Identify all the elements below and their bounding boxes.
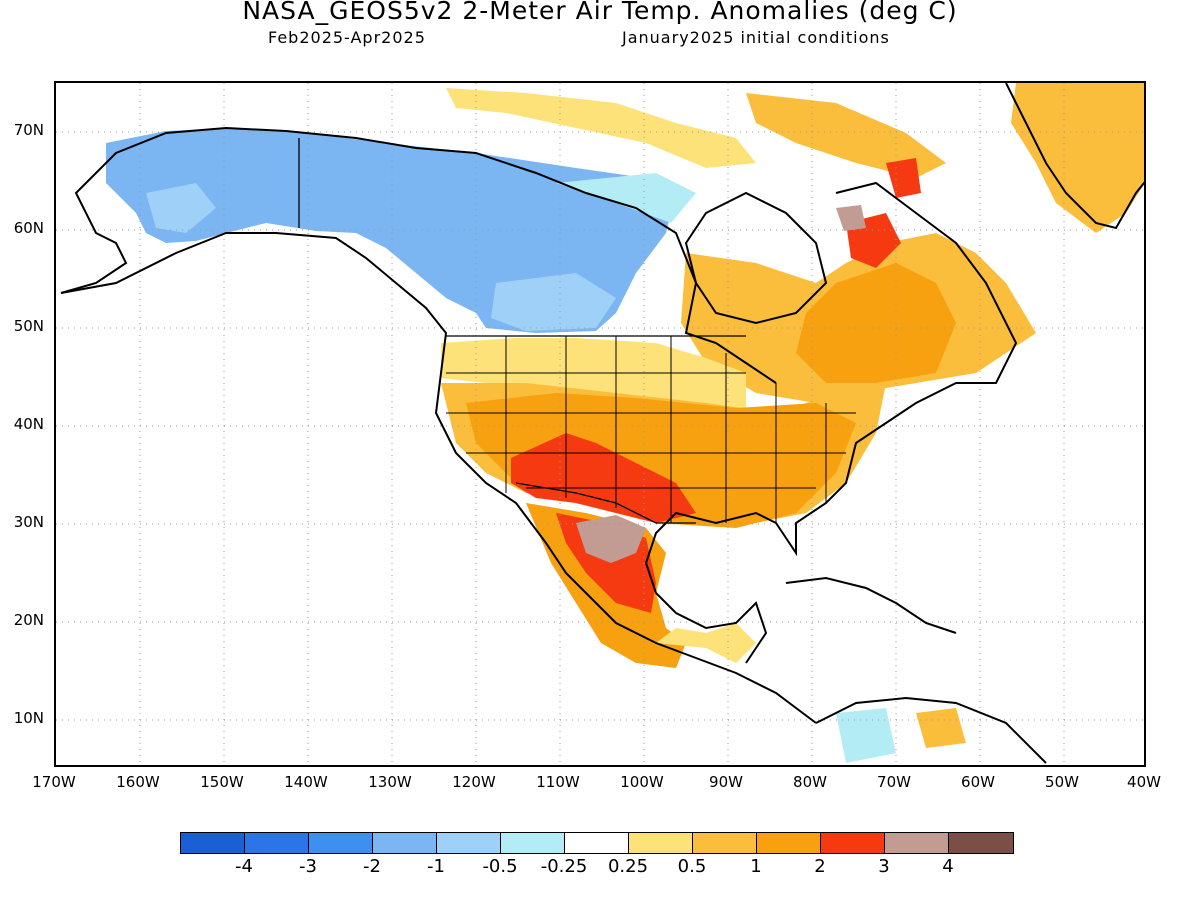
extreme-core-ungava: [836, 205, 866, 231]
cold-region-south-america: [836, 708, 896, 763]
colorbar-label: -0.5: [482, 856, 518, 877]
lon-label-100w: 100W: [620, 773, 664, 791]
state-lines: [446, 336, 856, 523]
colorbar-swatch: [693, 833, 757, 853]
map-panel: [54, 81, 1146, 767]
lon-label-50w: 50W: [1045, 773, 1079, 791]
colorbar: [180, 832, 1014, 854]
colorbar-swatch: [309, 833, 373, 853]
lat-label-60n: 60N: [13, 219, 44, 237]
chart-title: NASA_GEOS5v2 2-Meter Air Temp. Anomalies…: [242, 0, 958, 25]
warm-region-greenland: [1011, 83, 1144, 233]
lon-label-140w: 140W: [284, 773, 328, 791]
forecast-period: Feb2025-Apr2025: [268, 28, 426, 47]
coastlines: [60, 83, 1144, 764]
initial-conditions: January2025 initial conditions: [622, 28, 890, 47]
coastline-caribbean: [785, 576, 957, 634]
colorbar-label: 2: [814, 856, 826, 877]
colorbar-swatch: [629, 833, 693, 853]
warm-core-quebec: [796, 263, 956, 383]
lon-label-90w: 90W: [709, 773, 743, 791]
warm-region-arctic: [446, 88, 756, 168]
lon-label-170w: 170W: [32, 773, 76, 791]
anomaly-fill: [106, 83, 1144, 763]
hot-region-southwest: [511, 433, 696, 523]
colorbar-swatch: [181, 833, 245, 853]
lon-label-80w: 80W: [793, 773, 827, 791]
lon-label-70w: 70W: [877, 773, 911, 791]
colorbar-label: 4: [942, 856, 954, 877]
graticule: [56, 83, 1144, 765]
colorbar-label: -4: [235, 856, 253, 877]
lat-label-10n: 10N: [13, 709, 44, 727]
coastline-south-america: [815, 696, 1047, 764]
cold-edge-alaska: [146, 183, 616, 331]
colorbar-label: 3: [878, 856, 890, 877]
warm-region-northern-us: [441, 338, 746, 413]
lat-label-40n: 40N: [13, 415, 44, 433]
lon-label-160w: 160W: [116, 773, 160, 791]
warm-region-central-america: [656, 623, 756, 663]
lat-label-70n: 70N: [13, 121, 44, 139]
lon-label-40w: 40W: [1127, 773, 1161, 791]
lon-label-60w: 60W: [961, 773, 995, 791]
lat-label-20n: 20N: [13, 611, 44, 629]
colorbar-swatch: [437, 833, 501, 853]
colorbar-swatch: [757, 833, 821, 853]
colorbar-swatch: [949, 833, 1013, 853]
colorbar-swatch: [373, 833, 437, 853]
lon-label-120w: 120W: [452, 773, 496, 791]
colorbar-label: -0.25: [540, 856, 588, 877]
colorbar-swatch: [885, 833, 949, 853]
warm-region-arctic-2: [746, 93, 946, 178]
colorbar-label: 1: [750, 856, 762, 877]
colorbar-label: -1: [427, 856, 445, 877]
colorbar-label: 0.5: [677, 856, 707, 877]
anomaly-map: [56, 83, 1144, 765]
cold-edge-north: [556, 173, 696, 223]
colorbar-label: 0.25: [607, 856, 649, 877]
coastline-pacific: [60, 232, 817, 724]
coastline-atlantic: [644, 181, 1018, 664]
coastline-greenland: [1005, 83, 1144, 230]
coastline-hudson-bay: [684, 191, 828, 325]
colorbar-swatch: [245, 833, 309, 853]
coastline-alaska-canada: [60, 126, 777, 384]
colorbar-label: -2: [363, 856, 381, 877]
colorbar-swatch: [821, 833, 885, 853]
warm-region-south-america: [916, 708, 966, 748]
colorbar-label: -3: [299, 856, 317, 877]
lon-label-150w: 150W: [200, 773, 244, 791]
political-borders: [298, 138, 856, 524]
hot-core-baffin: [886, 158, 921, 198]
colorbar-swatch: [501, 833, 565, 853]
lat-label-30n: 30N: [13, 513, 44, 531]
lat-label-50n: 50N: [13, 317, 44, 335]
colorbar-swatch: [565, 833, 629, 853]
lon-label-110w: 110W: [536, 773, 580, 791]
extreme-region-mexico: [576, 515, 646, 563]
lon-label-130w: 130W: [368, 773, 412, 791]
